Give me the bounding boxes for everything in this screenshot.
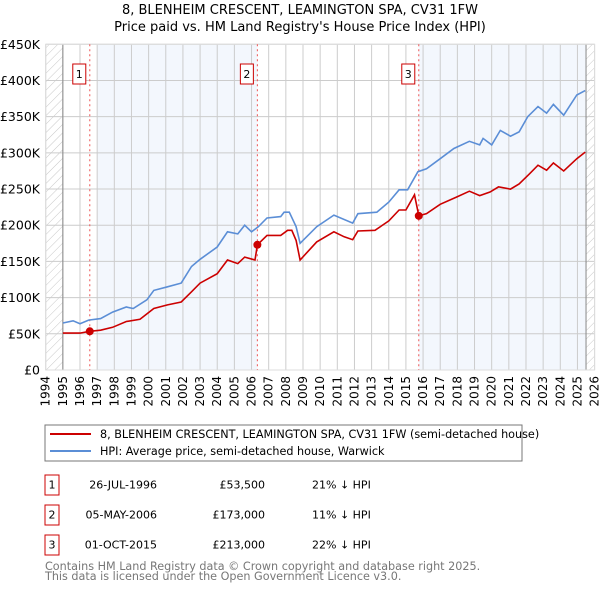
- x-tick-label: 2010: [313, 376, 327, 407]
- x-tick-label: 2008: [279, 376, 293, 407]
- y-tick-label: £300K: [0, 145, 41, 160]
- x-tick-label: 1995: [56, 376, 70, 407]
- row-number: 3: [49, 539, 56, 552]
- y-tick-label: £0: [24, 363, 40, 378]
- chart-subtitle: Price paid vs. HM Land Registry's House …: [114, 20, 486, 35]
- sale-hpi-diff: 21% ↓ HPI: [312, 479, 371, 492]
- ownership-shade: [97, 44, 258, 371]
- sales-table-row: 1 26-JUL-1996 £53,500 21% ↓ HPI: [44, 474, 371, 496]
- x-tick-label: 1997: [90, 376, 104, 407]
- x-tick-label: 2026: [588, 376, 600, 407]
- x-tick-label: 1998: [107, 376, 121, 407]
- ownership-shade: [418, 44, 587, 371]
- no-data-hatch: [586, 44, 595, 371]
- y-tick-label: £150K: [0, 254, 41, 269]
- x-tick-label: 2005: [227, 376, 241, 407]
- y-tick-label: £400K: [0, 73, 41, 88]
- sale-date: 01-OCT-2015: [85, 539, 157, 552]
- footer-line-2: This data is licensed under the Open Gov…: [44, 570, 401, 583]
- x-tick-label: 2022: [519, 376, 533, 407]
- sale-point[interactable]: [414, 211, 423, 220]
- x-tick-label: 2014: [382, 376, 396, 407]
- sale-date: 05-MAY-2006: [85, 509, 157, 522]
- sale-label-box: [401, 63, 416, 85]
- x-tick-label: 2020: [485, 376, 499, 407]
- x-tick-label: 1996: [73, 376, 87, 407]
- sale-price: £213,000: [213, 539, 266, 552]
- x-tick-label: 2023: [536, 376, 550, 407]
- y-tick-label: £250K: [0, 182, 41, 197]
- sale-label-number: 3: [405, 68, 412, 81]
- chart-title: 8, BLENHEIM CRESCENT, LEAMINGTON SPA, CV…: [122, 3, 478, 18]
- x-tick-label: 2021: [502, 376, 516, 407]
- x-tick-label: 2004: [210, 376, 224, 407]
- sale-label-box: [72, 63, 87, 85]
- x-tick-label: 2000: [142, 376, 156, 407]
- plot-border: [45, 43, 596, 371]
- sale-price: £53,500: [220, 479, 266, 492]
- sale-label-number: 1: [76, 68, 83, 81]
- x-tick-label: 2024: [553, 376, 567, 407]
- row-number: 1: [49, 479, 56, 492]
- sales-table: 1 26-JUL-1996 £53,500 21% ↓ HPI 2 05-MAY-2006…: [44, 474, 371, 556]
- x-tick-label: 2001: [159, 376, 173, 407]
- x-tick-label: 2003: [193, 376, 207, 407]
- y-tick-label: £50K: [8, 326, 41, 341]
- legend-label-hpi: HPI: Average price, semi-detached house,…: [100, 445, 385, 458]
- x-tick-label: 2006: [245, 376, 259, 407]
- sale-point[interactable]: [85, 327, 94, 336]
- row-number-box: [44, 474, 60, 496]
- y-tick-label: £200K: [0, 218, 41, 233]
- sale-date: 26-JUL-1996: [89, 479, 157, 492]
- x-tick-label: 2009: [296, 376, 310, 407]
- sale-label-number: 2: [243, 68, 250, 81]
- y-tick-label: £350K: [0, 109, 41, 124]
- x-tick-label: 2018: [450, 376, 464, 407]
- x-tick-label: 2019: [468, 376, 482, 407]
- sale-hpi-diff: 11% ↓ HPI: [312, 509, 371, 522]
- x-tick-label: 2013: [365, 376, 379, 407]
- x-tick-label: 2002: [176, 376, 190, 407]
- y-tick-label: £450K: [0, 37, 41, 52]
- footer-line-1: Contains HM Land Registry data © Crown c…: [45, 560, 480, 573]
- legend: 8, BLENHEIM CRESCENT, LEAMINGTON SPA, CV…: [44, 424, 539, 462]
- y-tick-label: £100K: [0, 290, 41, 305]
- sale-label-box: [239, 63, 254, 85]
- sale-price: £173,000: [213, 509, 266, 522]
- sale-hpi-diff: 22% ↓ HPI: [312, 539, 371, 552]
- sales-table-row: 2 05-MAY-2006 £173,000 11% ↓ HPI: [44, 504, 371, 526]
- x-tick-label: 2025: [570, 376, 584, 407]
- x-tick-label: 2015: [399, 376, 413, 407]
- legend-label-property: 8, BLENHEIM CRESCENT, LEAMINGTON SPA, CV…: [100, 428, 539, 441]
- row-number: 2: [49, 509, 56, 522]
- sale-point[interactable]: [253, 240, 262, 249]
- x-tick-label: 1999: [124, 376, 138, 407]
- sales-table-row: 3 01-OCT-2015 £213,000 22% ↓ HPI: [44, 534, 371, 556]
- property-price-line: [62, 151, 586, 334]
- x-tick-label: 2007: [262, 376, 276, 407]
- x-tick-label: 2012: [347, 376, 361, 407]
- x-tick-label: 2016: [416, 376, 430, 407]
- row-number-box: [44, 504, 60, 526]
- no-data-hatch: [45, 44, 63, 371]
- x-tick-label: 1994: [39, 376, 53, 407]
- x-tick-label: 2011: [330, 376, 344, 407]
- row-number-box: [44, 534, 60, 556]
- x-tick-label: 2017: [433, 376, 447, 407]
- hpi-line: [62, 89, 586, 325]
